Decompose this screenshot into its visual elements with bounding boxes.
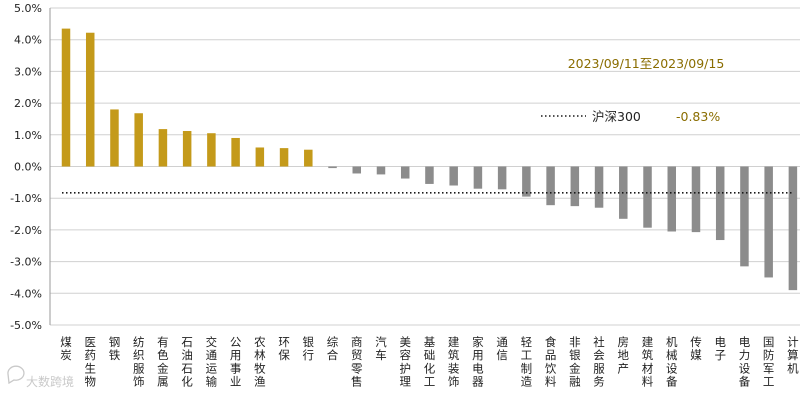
x-tick-label: 传媒	[690, 335, 702, 362]
x-tick-label: 建筑装饰	[448, 335, 460, 389]
y-tick-label: -3.0%	[10, 256, 42, 269]
y-tick-label: -5.0%	[10, 319, 42, 332]
date-range-label: 2023/09/11至2023/09/15	[568, 56, 725, 71]
x-tick-label: 商贸零售	[351, 335, 363, 389]
bar	[207, 133, 216, 167]
x-tick-label: 公用事业	[230, 335, 242, 389]
bar	[85, 32, 95, 167]
bar	[255, 147, 265, 167]
x-tick-label: 电子	[714, 335, 726, 362]
x-tick-label: 银行	[303, 335, 315, 362]
chat-bubble-icon	[7, 365, 25, 385]
bar	[740, 166, 749, 267]
bar	[643, 166, 652, 228]
y-tick-label: -1.0%	[10, 192, 42, 205]
bar-series	[61, 28, 798, 291]
x-tick-label: 农林牧渔	[254, 335, 266, 389]
x-tick-label: 美容护理	[399, 335, 411, 389]
x-tick-label: 有色金属	[157, 335, 169, 389]
x-tick-label: 医药生物	[84, 335, 96, 389]
x-tick-label: 社会服务	[593, 335, 605, 389]
bar	[376, 166, 386, 175]
x-tick-label: 国防军工	[763, 335, 775, 389]
bar	[546, 166, 555, 206]
y-tick-label: -2.0%	[10, 224, 42, 237]
bar	[110, 109, 119, 167]
bar	[522, 166, 531, 197]
bar	[279, 148, 289, 167]
x-tick-label: 综合	[327, 335, 339, 362]
watermark-text: 大数跨境	[26, 374, 74, 389]
bar	[715, 166, 725, 241]
bar	[473, 166, 483, 189]
annotations: 2023/09/11至2023/09/15 沪深300 -0.83%	[541, 56, 724, 124]
x-tick-label: 轻工制造	[521, 335, 533, 389]
y-tick-label: -4.0%	[10, 287, 42, 300]
y-tick-label: 1.0%	[14, 129, 42, 142]
bar	[570, 166, 580, 207]
bar	[158, 129, 168, 167]
x-tick-label: 环保	[278, 335, 290, 362]
bar	[667, 166, 676, 232]
y-axis: 5.0% 4.0% 3.0% 2.0% 1.0% 0.0% -1.0% -2.0% -3.0% -…	[10, 2, 51, 332]
x-tick-label: 纺织服饰	[133, 335, 145, 389]
bar	[449, 166, 458, 186]
bar	[304, 149, 313, 167]
x-tick-label: 通信	[496, 335, 508, 362]
x-tick-label: 汽车	[375, 335, 387, 362]
x-tick-label: 石油石化	[181, 335, 193, 389]
x-tick-label: 钢铁	[109, 335, 121, 362]
bar	[497, 166, 507, 190]
x-tick-label: 建筑材料	[642, 335, 654, 389]
x-tick-label: 计算机	[787, 335, 799, 375]
gridlines	[50, 7, 800, 326]
y-tick-label: 2.0%	[14, 97, 42, 110]
legend-value-hs300: -0.83%	[676, 109, 720, 124]
bar	[788, 166, 798, 291]
x-tick-label: 机械设备	[666, 335, 678, 389]
bar	[328, 166, 337, 169]
bar	[182, 130, 192, 167]
bar	[400, 166, 410, 179]
y-tick-label: 4.0%	[14, 34, 42, 47]
y-tick-label: 5.0%	[14, 2, 42, 15]
bar	[764, 166, 773, 278]
x-tick-label: 食品饮料	[545, 335, 557, 389]
y-tick-label: 0.0%	[14, 161, 42, 174]
legend-label-hs300: 沪深300	[592, 109, 641, 124]
y-tick-label: 3.0%	[14, 65, 42, 78]
bar	[231, 137, 240, 167]
x-tick-label: 家用电器	[472, 335, 484, 389]
bar	[61, 28, 71, 167]
x-tick-label: 非银金融	[569, 335, 581, 389]
bar	[691, 166, 701, 233]
x-tick-label: 电力设备	[739, 335, 751, 389]
bar	[352, 166, 362, 174]
x-tick-label: 房地产	[618, 335, 630, 375]
x-tick-label: 煤炭	[60, 335, 72, 362]
bar	[594, 166, 604, 208]
x-tick-label: 基础化工	[424, 335, 436, 389]
bar	[134, 113, 143, 167]
x-tick-label: 交通运输	[206, 335, 218, 389]
watermark: 大数跨境	[7, 365, 74, 389]
bar	[425, 166, 434, 184]
